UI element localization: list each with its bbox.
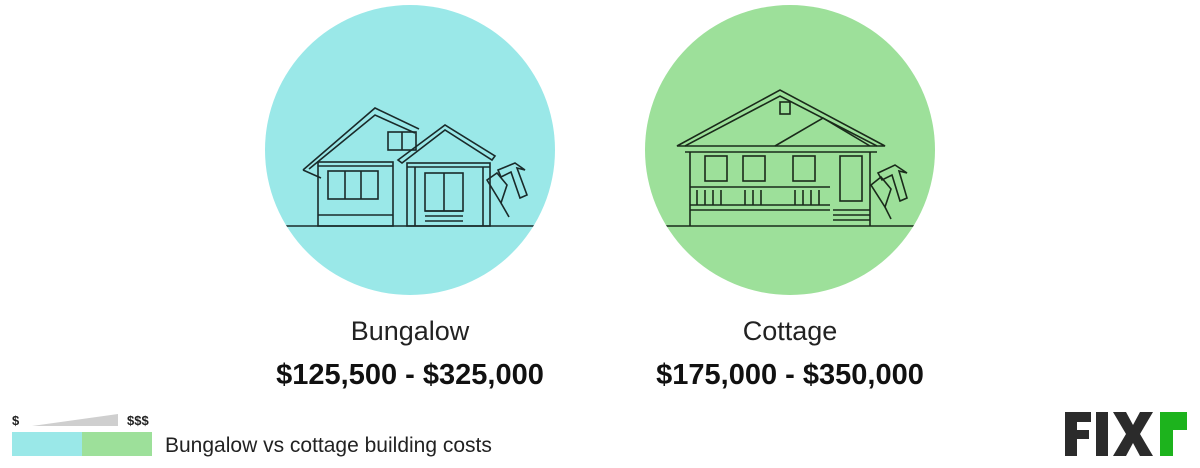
fixr-logo [1065,412,1187,456]
cottage-label: Cottage [742,316,838,346]
bungalow-circle [265,5,555,295]
bungalow-label: Bungalow [350,316,470,346]
cottage-house-illustration [660,89,920,227]
bungalow-price: $125,500 - $325,000 [276,359,544,391]
legend-bungalow-swatch [12,432,82,456]
legend-label: Bungalow vs cottage building costs [165,434,492,457]
cottage-price: $175,000 - $350,000 [656,359,924,391]
bungalow-house-illustration [280,107,540,227]
legend-high-cost: $$$ [127,413,149,428]
cottage-circle [645,5,935,295]
cost-scale-wedge [32,414,118,426]
legend-low-cost: $ [12,413,20,428]
legend-cottage-swatch [82,432,152,456]
